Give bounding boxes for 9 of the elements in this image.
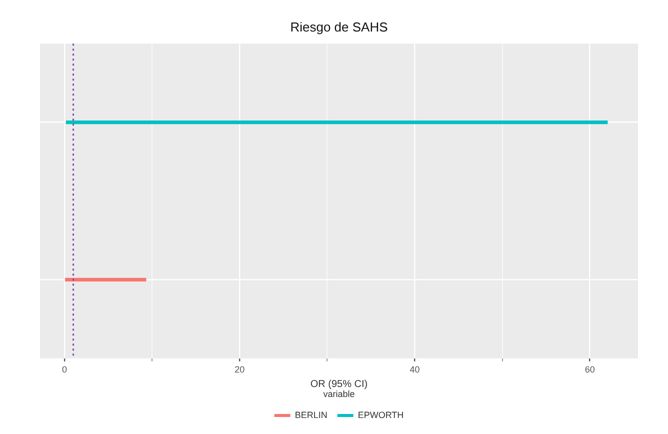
x-tick-label: 40 [410,364,420,374]
legend-label: EPWORTH [358,410,404,420]
legend-title: variable [323,389,355,400]
chart-title: Riesgo de SAHS [290,19,388,34]
x-tick-label: 20 [234,364,245,374]
legend-label: BERLIN [294,410,328,420]
x-axis-title: OR (95% CI) [310,378,368,390]
x-tick-label: 60 [584,364,595,374]
x-tick-label: 0 [62,364,68,374]
